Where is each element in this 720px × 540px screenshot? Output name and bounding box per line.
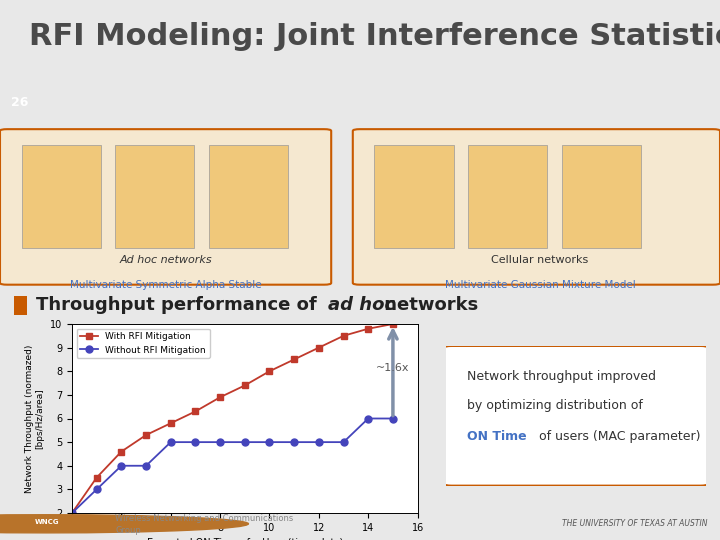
Text: ad hoc: ad hoc — [328, 296, 395, 314]
Circle shape — [0, 515, 248, 533]
Without RFI Mitigation — [92, 486, 101, 492]
Text: Ad hoc networks: Ad hoc networks — [120, 255, 212, 266]
Text: by optimizing distribution of: by optimizing distribution of — [467, 400, 643, 413]
FancyBboxPatch shape — [468, 145, 547, 248]
With RFI Mitigation — [191, 408, 199, 415]
Text: WNCG: WNCG — [35, 519, 59, 525]
Text: Multivariate Symmetric Alpha Stable: Multivariate Symmetric Alpha Stable — [70, 280, 261, 290]
FancyBboxPatch shape — [374, 145, 454, 248]
Text: Wireless Networking and Communications: Wireless Networking and Communications — [115, 515, 294, 523]
With RFI Mitigation — [315, 345, 323, 351]
Without RFI Mitigation — [265, 439, 274, 446]
FancyBboxPatch shape — [115, 145, 194, 248]
Without RFI Mitigation — [166, 439, 175, 446]
FancyBboxPatch shape — [438, 346, 714, 486]
Without RFI Mitigation — [315, 439, 323, 446]
Text: ~1.6x: ~1.6x — [376, 363, 409, 373]
Without RFI Mitigation — [389, 415, 397, 422]
With RFI Mitigation — [166, 420, 175, 427]
With RFI Mitigation — [117, 448, 126, 455]
Without RFI Mitigation — [364, 415, 372, 422]
With RFI Mitigation — [216, 394, 225, 401]
Without RFI Mitigation — [142, 462, 150, 469]
Without RFI Mitigation — [191, 439, 199, 446]
FancyBboxPatch shape — [22, 145, 101, 248]
X-axis label: Expected ON Time of a User (time slots): Expected ON Time of a User (time slots) — [147, 538, 343, 540]
FancyBboxPatch shape — [209, 145, 288, 248]
Text: Multivariate Gaussian Mixture Model: Multivariate Gaussian Mixture Model — [445, 280, 635, 290]
Line: With RFI Mitigation: With RFI Mitigation — [68, 321, 397, 516]
With RFI Mitigation — [265, 368, 274, 375]
With RFI Mitigation — [92, 474, 101, 481]
With RFI Mitigation — [142, 432, 150, 438]
Without RFI Mitigation — [339, 439, 348, 446]
With RFI Mitigation — [364, 326, 372, 332]
Without RFI Mitigation — [216, 439, 225, 446]
With RFI Mitigation — [389, 321, 397, 327]
FancyBboxPatch shape — [0, 129, 331, 285]
With RFI Mitigation — [240, 382, 249, 389]
FancyBboxPatch shape — [353, 129, 720, 285]
Without RFI Mitigation — [68, 510, 76, 516]
Bar — [14, 296, 27, 314]
Text: Throughput performance of: Throughput performance of — [36, 296, 323, 314]
Y-axis label: Network Throughput (norma​zed)
[bps/Hz/area]: Network Throughput (norma​zed) [bps/Hz/a… — [25, 345, 45, 492]
Without RFI Mitigation — [290, 439, 299, 446]
With RFI Mitigation — [290, 356, 299, 363]
Text: ON Time: ON Time — [467, 430, 527, 443]
Text: 26: 26 — [11, 96, 28, 109]
Without RFI Mitigation — [240, 439, 249, 446]
Line: Without RFI Mitigation: Without RFI Mitigation — [68, 415, 397, 516]
Text: RFI Modeling: Joint Interference Statistics: RFI Modeling: Joint Interference Statist… — [29, 22, 720, 51]
Text: of users (MAC parameter): of users (MAC parameter) — [534, 430, 700, 443]
Text: networks: networks — [378, 296, 478, 314]
Legend: With RFI Mitigation, Without RFI Mitigation: With RFI Mitigation, Without RFI Mitigat… — [76, 328, 210, 358]
With RFI Mitigation — [339, 333, 348, 339]
Text: Network throughput improved: Network throughput improved — [467, 370, 656, 383]
With RFI Mitigation — [68, 510, 76, 516]
Text: THE UNIVERSITY OF TEXAS AT AUSTIN: THE UNIVERSITY OF TEXAS AT AUSTIN — [562, 519, 707, 528]
FancyBboxPatch shape — [562, 145, 641, 248]
Text: Group: Group — [115, 526, 141, 535]
Without RFI Mitigation — [117, 462, 126, 469]
Text: Cellular networks: Cellular networks — [491, 255, 589, 266]
